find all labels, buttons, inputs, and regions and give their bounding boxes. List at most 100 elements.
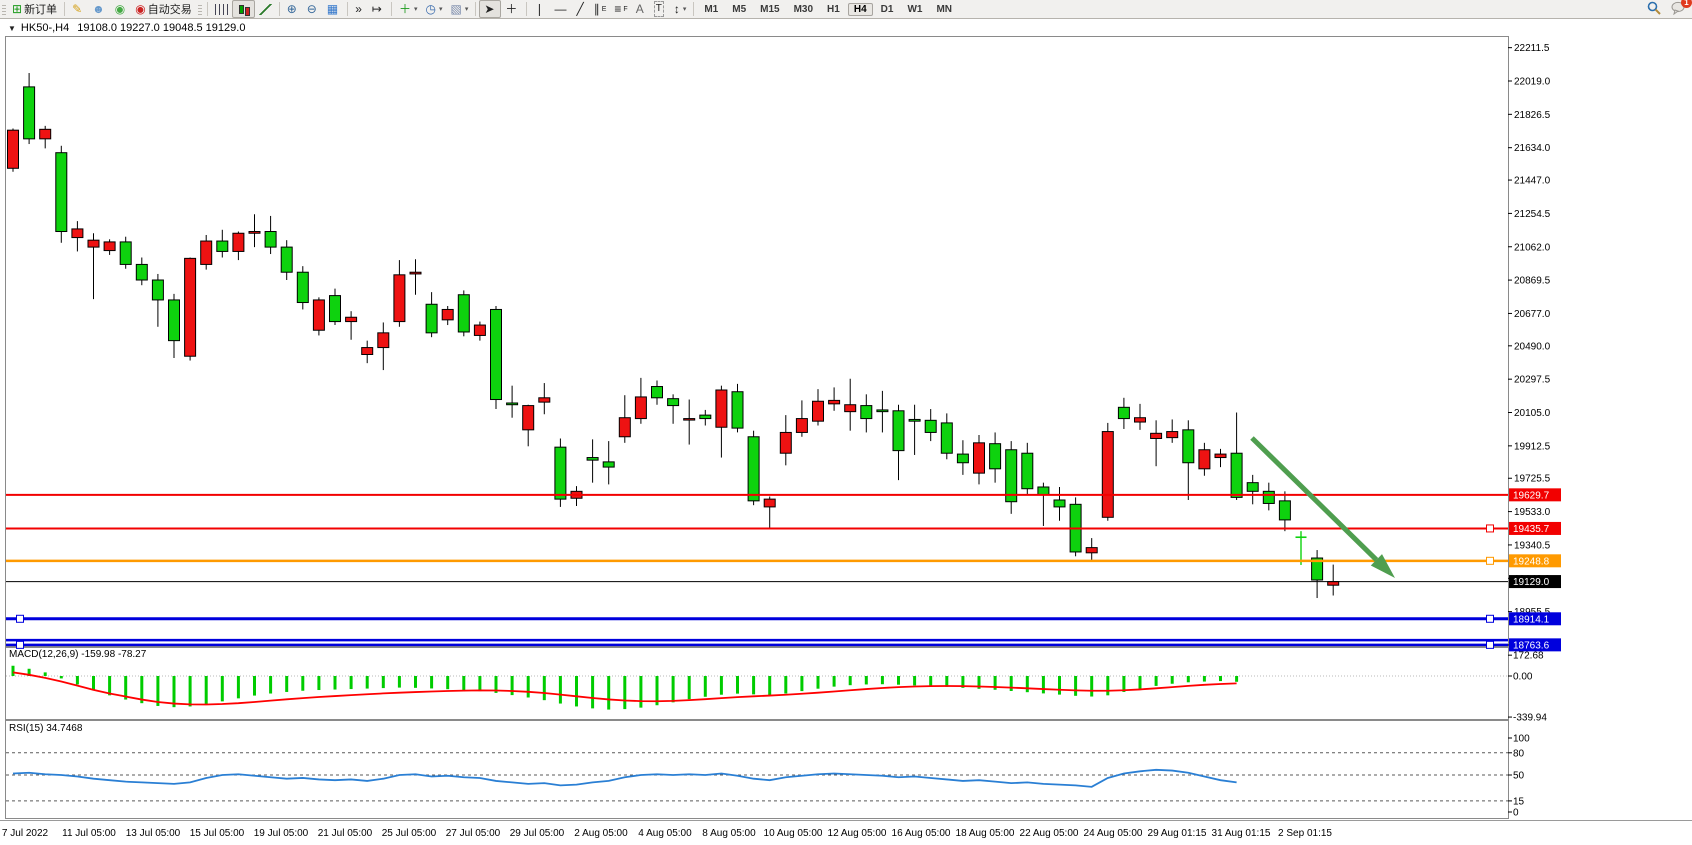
signal-icon: ◉ — [114, 2, 126, 16]
candle — [1069, 497, 1082, 557]
search-button[interactable] — [1647, 1, 1661, 18]
period-button-M15[interactable]: M15 — [760, 3, 780, 15]
period-button-D1[interactable]: D1 — [880, 3, 894, 15]
time-axis-label: 2 Sep 01:15 — [1278, 828, 1332, 839]
candle — [151, 273, 164, 327]
line-anchor[interactable] — [1486, 640, 1494, 649]
period-button-H1[interactable]: H1 — [827, 3, 840, 15]
period-button-H4[interactable]: H4 — [847, 2, 873, 16]
chevron-down-icon: ▾ — [413, 6, 418, 13]
price-tick-label: 20297.5 — [1514, 375, 1551, 386]
candle — [973, 435, 985, 485]
candle — [1246, 474, 1259, 505]
candle — [602, 441, 615, 485]
candlesticks — [7, 73, 1340, 599]
text-label-icon: T — [653, 1, 664, 17]
candle — [312, 297, 325, 336]
notifications-button[interactable]: 1 — [1671, 0, 1692, 18]
chart-shift-button[interactable]: ↦ — [368, 1, 388, 17]
candle — [425, 292, 438, 338]
period-button-W1[interactable]: W1 — [907, 3, 923, 15]
tile-windows-button[interactable]: ▦ — [323, 1, 344, 17]
crosshair-icon: ＋ — [505, 2, 518, 16]
line-price-label: 19629.7 — [1513, 490, 1550, 501]
time-axis-label: 16 Aug 05:00 — [892, 828, 951, 839]
line-price-label-box — [1509, 488, 1561, 502]
trend-arrow[interactable] — [1250, 436, 1379, 562]
rsi-pane[interactable] — [5, 720, 1509, 819]
trendline-tool[interactable]: ╱ — [572, 1, 589, 17]
candle — [1134, 403, 1146, 430]
toolbar-grip — [197, 3, 202, 15]
candle — [1166, 419, 1179, 443]
macd-pane[interactable] — [5, 647, 1509, 720]
candle — [860, 394, 873, 433]
auto-scroll-button[interactable]: » — [351, 1, 368, 17]
price-tick-label: 19912.5 — [1514, 441, 1551, 452]
trend-arrow-head — [1370, 554, 1395, 578]
candle — [956, 440, 969, 475]
periods-dropdown[interactable]: ◷ ▾ — [421, 1, 446, 17]
zoom-out-button[interactable]: ⊖ — [303, 1, 323, 17]
horizontal-line-tool[interactable]: ― — [550, 1, 572, 17]
candle — [522, 404, 535, 447]
candlestick-chart-button[interactable] — [231, 0, 255, 18]
arrows-dropdown[interactable]: ↕ ▾ — [670, 1, 691, 17]
text-label-tool[interactable]: T — [650, 1, 670, 17]
line-anchor[interactable] — [1486, 614, 1494, 623]
chevron-down-icon: ▾ — [464, 6, 469, 13]
period-button-MN[interactable]: MN — [936, 3, 952, 15]
macd-tick-label: 172.68 — [1513, 651, 1544, 662]
candle — [296, 266, 309, 310]
time-axis-label: 22 Aug 05:00 — [1020, 828, 1079, 839]
signal-button[interactable]: ◉ — [111, 1, 131, 17]
candle — [538, 383, 551, 415]
chart-symbol-period: HK50-,H4 — [20, 22, 70, 34]
vertical-line-tool[interactable]: ❘ — [530, 1, 550, 17]
candle — [329, 288, 341, 326]
cursor-tool-button[interactable]: ➤ — [479, 0, 502, 18]
candle — [1295, 531, 1307, 565]
line-anchor[interactable] — [1486, 556, 1494, 565]
indicators-dropdown[interactable]: ＋ ▾ — [395, 1, 422, 17]
chart-title-bar[interactable]: ▼ HK50-,H4 19108.0 19227.0 19048.5 19129.0 — [8, 22, 245, 34]
period-button-M5[interactable]: M5 — [732, 3, 747, 15]
auto-trading-label: 自动交易 — [147, 4, 192, 16]
line-anchor[interactable] — [16, 640, 24, 649]
zoom-in-button[interactable]: ⊕ — [283, 1, 303, 17]
candle — [1101, 422, 1114, 521]
search-icon — [1647, 1, 1661, 15]
chart-collapse-icon[interactable]: ▼ — [8, 24, 16, 33]
rsi-indicator-label: RSI(15) 34.7468 — [9, 723, 83, 734]
candle — [763, 496, 776, 530]
line-chart-button[interactable] — [255, 1, 276, 17]
crayon-button[interactable]: ✎ — [68, 1, 88, 17]
time-axis-label: 15 Jul 05:00 — [190, 828, 245, 839]
text-tool[interactable]: A — [632, 1, 650, 17]
candle — [683, 399, 696, 445]
auto-trading-button[interactable]: ◉ 自动交易 — [131, 1, 195, 17]
fibonacci-tool[interactable]: ≡ F — [610, 1, 631, 17]
templates-dropdown[interactable]: ▧ ▾ — [446, 1, 472, 17]
chart-shift-icon: ↦ — [371, 2, 382, 16]
cursor-icon: ➤ — [484, 2, 495, 16]
equidistant-channel-tool[interactable]: ∥ E — [590, 1, 611, 17]
bar-chart-icon — [214, 3, 228, 15]
crosshair-tool-button[interactable]: ＋ — [501, 1, 523, 17]
period-button-M1[interactable]: M1 — [704, 3, 719, 15]
line-price-label: 19129.0 — [1513, 577, 1550, 588]
line-anchor[interactable] — [16, 614, 24, 623]
new-order-button[interactable]: ⊞ 新订单 — [8, 1, 61, 17]
bar-chart-button[interactable] — [211, 1, 232, 17]
line-anchor[interactable] — [1486, 524, 1494, 533]
add-indicator-icon: ＋ — [398, 2, 411, 16]
main-price-pane[interactable] — [5, 36, 1509, 647]
candle — [248, 214, 261, 248]
profile-button[interactable]: ☻ — [88, 1, 111, 17]
candle — [71, 221, 84, 252]
template-icon: ▧ — [450, 2, 462, 16]
period-button-M30[interactable]: M30 — [793, 3, 814, 15]
time-axis-label: 31 Aug 01:15 — [1212, 828, 1271, 839]
candle — [699, 409, 712, 426]
